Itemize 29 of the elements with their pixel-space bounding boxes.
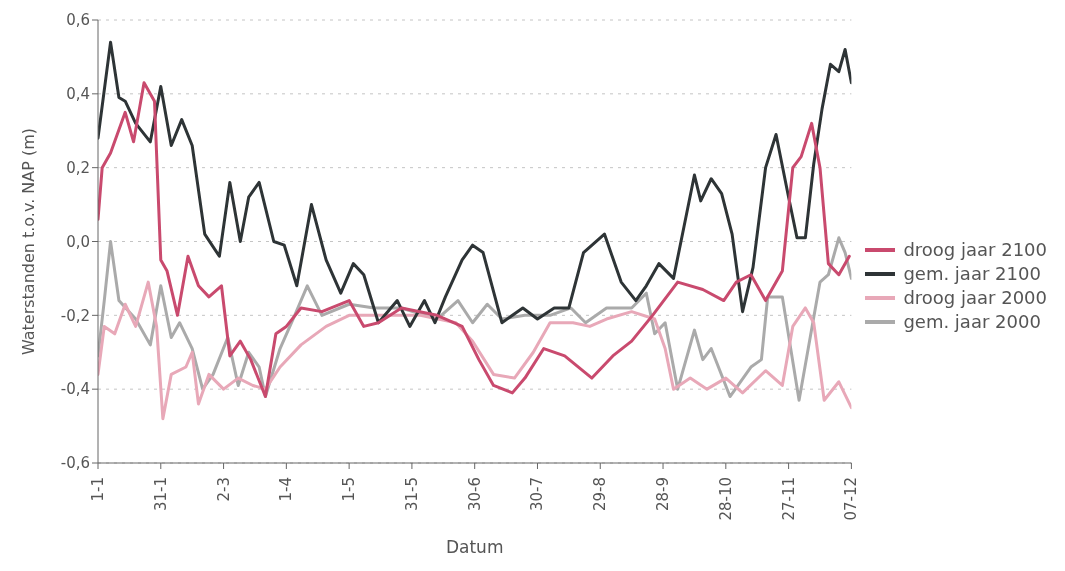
y-tick-label: -0,6	[60, 454, 90, 473]
x-tick-label: 28-10	[716, 477, 735, 521]
y-tick-label: 0,0	[66, 232, 90, 251]
legend-label: gem. jaar 2100	[903, 261, 1041, 286]
legend-label: droog jaar 2000	[903, 285, 1047, 310]
y-tick-label: 0,2	[66, 158, 90, 177]
legend-label: gem. jaar 2000	[903, 309, 1041, 334]
x-tick-label: 29-8	[591, 477, 610, 512]
legend-label: droog jaar 2100	[903, 237, 1047, 262]
x-tick-label: 30-7	[528, 477, 547, 512]
y-tick-label: 0,6	[66, 11, 90, 30]
y-tick-label: -0,2	[60, 306, 90, 325]
line-series	[98, 81, 851, 399]
y-tick-label: -0,4	[60, 380, 90, 399]
x-tick-label: 07-12	[842, 477, 861, 521]
line-series	[98, 280, 852, 421]
y-axis-title: Waterstanden t.o.v. NAP (m)	[18, 127, 38, 356]
x-tick-label: 30-6	[465, 477, 484, 512]
x-tick-label: 1-1	[89, 477, 107, 502]
line-series	[98, 40, 852, 328]
x-tick-label: 31-5	[402, 477, 421, 512]
x-tick-label: 28-9	[654, 477, 673, 512]
x-tick-label: 2-3	[214, 477, 233, 502]
x-tick-label: 31-1	[151, 477, 170, 512]
x-tick-label: 1-4	[277, 477, 296, 502]
x-axis-title: Datum	[445, 537, 504, 557]
y-tick-label: 0,4	[66, 85, 90, 104]
x-tick-label: 1-5	[340, 477, 359, 502]
x-tick-label: 27-11	[779, 477, 798, 521]
